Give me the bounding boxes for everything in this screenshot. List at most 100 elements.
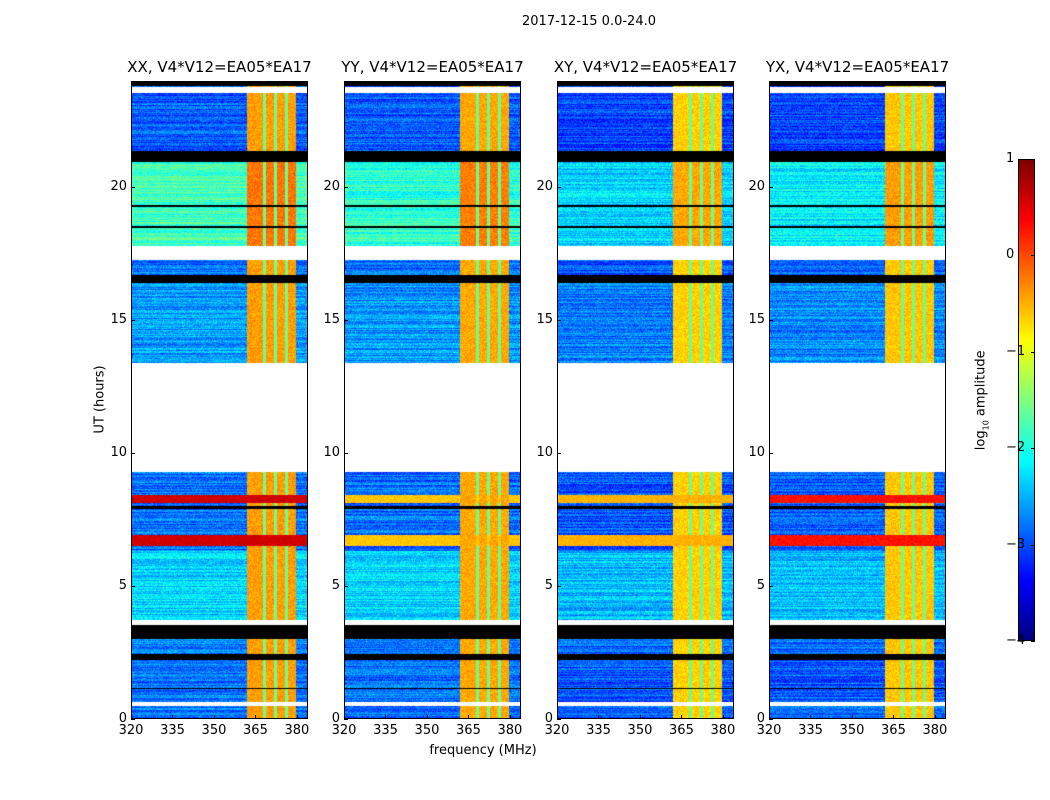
y-tick-mark [131, 453, 135, 455]
x-tick-mark [681, 715, 683, 719]
y-tick-label: 10 [323, 445, 340, 461]
y-tick-label: 20 [536, 179, 553, 195]
colorbar-tick-label: −1 [1006, 343, 1026, 359]
y-tick-mark [131, 586, 135, 588]
x-tick-label: 320 [544, 723, 570, 738]
colorbar-tick-mark [1031, 641, 1035, 642]
x-tick-mark [468, 715, 470, 719]
heatmap-panel-xx [131, 81, 308, 719]
colorbar-tick-mark [1031, 351, 1035, 353]
x-tick-mark [131, 715, 132, 719]
x-tick-mark [255, 715, 257, 719]
y-tick-mark [131, 187, 135, 189]
y-tick-label: 15 [323, 312, 340, 328]
colorbar-tick-mark [1031, 544, 1035, 546]
x-tick-mark [385, 715, 387, 719]
panel-title: YY, V4*V12=EA05*EA17 [341, 58, 524, 76]
colorbar-tick-mark [1031, 255, 1035, 257]
y-tick-label: 0 [331, 711, 340, 726]
y-tick-mark [344, 453, 348, 455]
x-tick-label: 380 [710, 723, 736, 738]
y-tick-label: 15 [536, 312, 553, 328]
y-tick-label: 0 [118, 711, 127, 726]
x-tick-mark [172, 715, 174, 719]
y-tick-mark [769, 453, 773, 455]
y-tick-label: 5 [118, 578, 127, 594]
y-tick-label: 0 [544, 711, 553, 726]
x-tick-mark [851, 715, 853, 719]
y-tick-label: 5 [756, 578, 765, 594]
y-tick-label: 20 [323, 179, 340, 195]
y-tick-mark [769, 586, 773, 588]
x-tick-label: 365 [881, 723, 906, 738]
x-tick-label: 350 [414, 723, 440, 738]
x-tick-label: 335 [586, 723, 611, 738]
y-tick-label: 0 [756, 711, 765, 726]
y-tick-mark [344, 320, 348, 322]
panel-title: XY, V4*V12=EA05*EA17 [553, 58, 738, 76]
heatmap-canvas [770, 82, 945, 718]
x-tick-label: 350 [627, 723, 653, 738]
x-tick-label: 365 [243, 723, 268, 738]
x-tick-mark [296, 715, 298, 719]
x-tick-label: 365 [669, 723, 694, 738]
y-tick-label: 10 [748, 445, 765, 461]
y-tick-label: 10 [110, 445, 127, 461]
y-tick-mark [344, 187, 348, 189]
x-tick-label: 380 [922, 723, 948, 738]
heatmap-canvas [132, 82, 307, 718]
y-tick-mark [344, 719, 348, 720]
x-tick-mark [639, 715, 641, 719]
colorbar-tick-mark [1031, 448, 1035, 450]
y-tick-label: 20 [110, 179, 127, 195]
y-tick-label: 15 [110, 312, 127, 328]
y-tick-mark [344, 586, 348, 588]
heatmap-panel-yx [769, 81, 946, 719]
x-tick-mark [893, 715, 895, 719]
x-tick-label: 380 [284, 723, 310, 738]
x-axis-label: frequency (MHz) [429, 743, 537, 758]
heatmap-canvas [558, 82, 733, 718]
y-tick-mark [557, 453, 561, 455]
colorbar [1018, 159, 1035, 641]
figure-title: 2017-12-15 0.0-24.0 [522, 14, 656, 29]
colorbar-tick-label: −2 [1006, 440, 1026, 456]
x-tick-mark [722, 715, 724, 719]
y-tick-mark [769, 719, 773, 720]
colorbar-tick-label: −3 [1006, 536, 1026, 552]
x-tick-label: 320 [331, 723, 357, 738]
y-tick-label: 15 [748, 312, 765, 328]
heatmap-panel-xy [557, 81, 734, 719]
x-tick-mark [810, 715, 812, 719]
heatmap-canvas [345, 82, 520, 718]
x-tick-label: 320 [118, 723, 144, 738]
y-tick-mark [131, 719, 135, 720]
x-tick-mark [213, 715, 215, 719]
colorbar-gradient [1019, 160, 1034, 640]
x-tick-label: 365 [456, 723, 481, 738]
x-tick-mark [598, 715, 600, 719]
x-tick-label: 350 [201, 723, 227, 738]
x-tick-label: 335 [798, 723, 823, 738]
x-tick-mark [426, 715, 428, 719]
panel-title: YX, V4*V12=EA05*EA17 [765, 58, 950, 76]
x-tick-mark [509, 715, 511, 719]
y-tick-mark [557, 719, 561, 720]
x-tick-label: 350 [839, 723, 865, 738]
y-tick-label: 5 [331, 578, 340, 594]
y-tick-mark [557, 320, 561, 322]
y-tick-mark [557, 586, 561, 588]
y-axis-label: UT (hours) [92, 365, 108, 434]
colorbar-label: log10 amplitude [973, 350, 991, 451]
x-tick-label: 335 [160, 723, 185, 738]
y-tick-label: 5 [544, 578, 553, 594]
y-tick-mark [131, 320, 135, 322]
x-tick-mark [934, 715, 936, 719]
colorbar-tick-label: −4 [1006, 633, 1026, 648]
x-tick-label: 335 [373, 723, 398, 738]
y-tick-mark [769, 320, 773, 322]
y-tick-mark [769, 187, 773, 189]
x-tick-label: 320 [756, 723, 782, 738]
y-tick-label: 20 [748, 179, 765, 195]
